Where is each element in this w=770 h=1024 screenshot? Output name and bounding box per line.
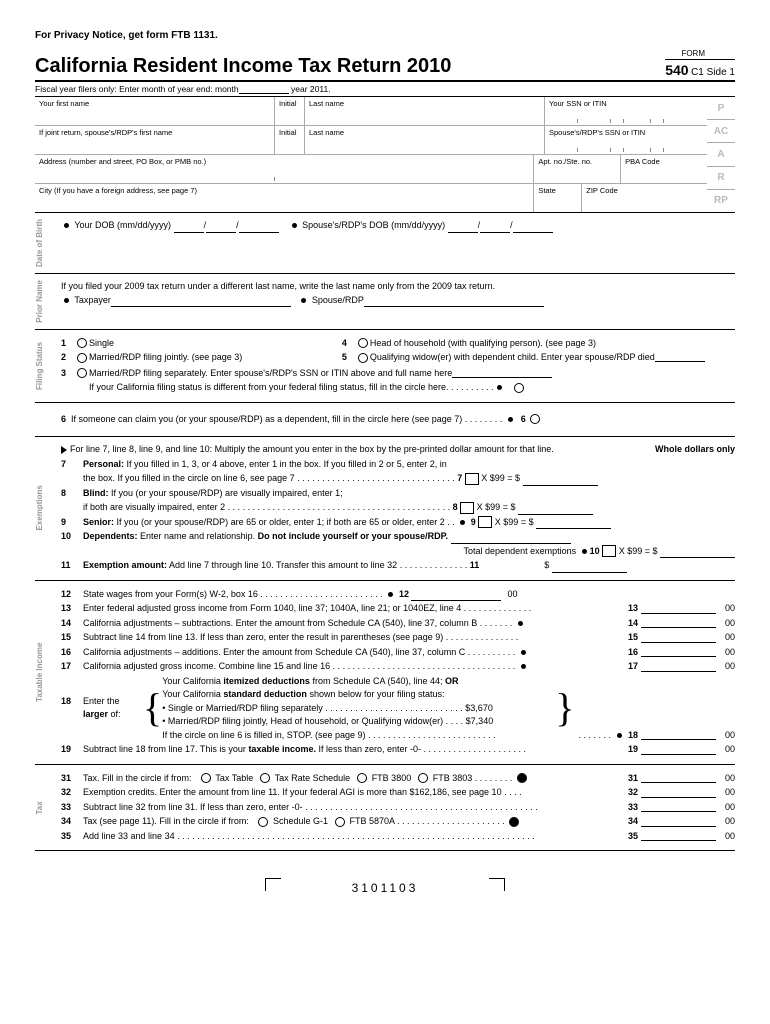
header: California Resident Income Tax Return 20… [35, 49, 735, 82]
spouse-first-name-field[interactable]: If joint return, spouse's/RDP's first na… [35, 126, 275, 154]
spouse-last-name-field[interactable]: Last name [305, 126, 545, 154]
name-address-grid: Your first name Initial Last name Your S… [35, 97, 735, 213]
tax-rate-circle[interactable] [260, 773, 270, 783]
tax-section: Tax 31Tax. Fill in the circle if from: T… [35, 765, 735, 852]
exemptions-section: Exemptions For line 7, line 8, line 9, a… [35, 437, 735, 581]
spouse-ssn-field[interactable]: Spouse's/RDP's SSN or ITIN [545, 126, 707, 154]
ftb5870a-circle[interactable] [335, 817, 345, 827]
fs-5-circle[interactable] [358, 353, 368, 363]
form-title: California Resident Income Tax Return 20… [35, 55, 665, 78]
line-6-section: 6 If someone can claim you (or your spou… [35, 403, 735, 438]
line-10-box[interactable] [602, 545, 616, 557]
fs-diff-circle[interactable] [514, 383, 524, 393]
filing-status-section: Filing Status 1 Single 2 Married/RDP fil… [35, 330, 735, 403]
form-label: FORM [665, 49, 735, 60]
dob-section: Date of Birth Your DOB (mm/dd/yyyy) // S… [35, 213, 735, 274]
fs-1-circle[interactable] [77, 338, 87, 348]
line-7-box[interactable] [465, 473, 479, 485]
line-9-box[interactable] [478, 516, 492, 528]
city-field[interactable]: City (If you have a foreign address, see… [35, 184, 534, 212]
initial-field[interactable]: Initial [275, 97, 305, 125]
privacy-notice: For Privacy Notice, get form FTB 1131. [35, 30, 735, 41]
last-name-field[interactable]: Last name [305, 97, 545, 125]
zip-field[interactable]: ZIP Code [582, 184, 707, 212]
first-name-field[interactable]: Your first name [35, 97, 275, 125]
line-6-circle[interactable] [530, 414, 540, 424]
ftb3800-circle[interactable] [357, 773, 367, 783]
address-field[interactable]: Address (number and street, PO Box, or P… [35, 155, 534, 183]
line-8-box[interactable] [460, 502, 474, 514]
form-number: 540 [665, 62, 688, 78]
fs-3-circle[interactable] [77, 368, 87, 378]
footer-code: 3101103 [35, 881, 735, 895]
spouse-initial-field[interactable]: Initial [275, 126, 305, 154]
state-field[interactable]: State [534, 184, 582, 212]
fiscal-year-row: Fiscal year filers only: Enter month of … [35, 82, 735, 97]
ftb3803-circle[interactable] [418, 773, 428, 783]
ssn-field[interactable]: Your SSN or ITIN [545, 97, 707, 125]
prior-name-section: Prior Name If you filed your 2009 tax re… [35, 274, 735, 330]
tax-table-circle[interactable] [201, 773, 211, 783]
fs-4-circle[interactable] [358, 338, 368, 348]
side-letters: P AC A R RP [707, 97, 735, 212]
pba-field[interactable]: PBA Code [621, 155, 707, 183]
taxable-income-section: Taxable Income 12State wages from your F… [35, 581, 735, 765]
form-side: C1 Side 1 [691, 67, 735, 78]
schedule-g1-circle[interactable] [258, 817, 268, 827]
apt-field[interactable]: Apt. no./Ste. no. [534, 155, 621, 183]
fs-2-circle[interactable] [77, 353, 87, 363]
